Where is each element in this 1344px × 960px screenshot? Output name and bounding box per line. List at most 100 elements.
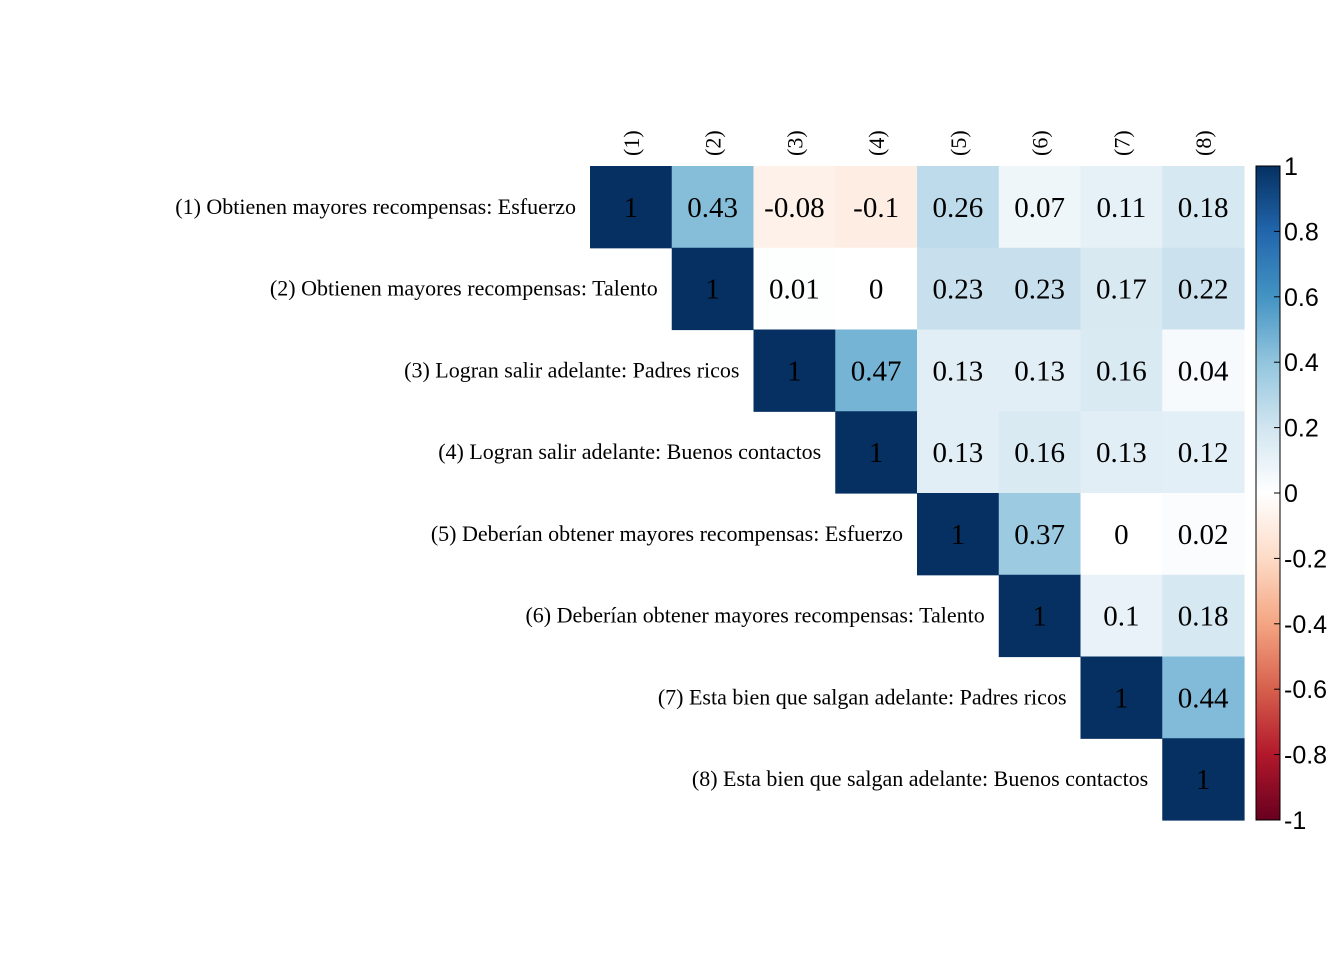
heatmap-cell-r6-c8 bbox=[1162, 574, 1245, 658]
column-label-5: (5) bbox=[946, 130, 971, 156]
heatmap-cell-r3-c5 bbox=[917, 329, 1000, 412]
cell-value-r3-c8: 0.04 bbox=[1178, 355, 1229, 387]
cell-value-r6-c8: 0.18 bbox=[1178, 601, 1229, 633]
cell-value-r1-c5: 0.26 bbox=[933, 192, 984, 224]
cell-value-r3-c6: 0.13 bbox=[1014, 355, 1065, 387]
row-labels: (1) Obtienen mayores recompensas: Esfuer… bbox=[175, 194, 1148, 791]
cell-value-r2-c2: 1 bbox=[705, 274, 720, 306]
heatmap-cell-r2-c8 bbox=[1162, 247, 1245, 331]
heatmap-cell-r2-c7 bbox=[1080, 247, 1163, 331]
cell-value-r2-c3: 0.01 bbox=[769, 274, 820, 306]
cell-value-r3-c5: 0.13 bbox=[933, 355, 984, 387]
color-scale-tick-label: -0.2 bbox=[1284, 545, 1327, 573]
heatmap-cell-r7-c8 bbox=[1162, 656, 1245, 739]
color-scale-tick-label: 0.4 bbox=[1284, 349, 1319, 377]
cell-value-r4-c4: 1 bbox=[869, 437, 884, 469]
heatmap-cell-r1-c2 bbox=[671, 166, 755, 249]
heatmap-cell-r1-c5 bbox=[917, 166, 1000, 249]
heatmap-cell-r7-c7 bbox=[1080, 656, 1163, 739]
heatmap-cell-r3-c6 bbox=[998, 329, 1082, 412]
cell-value-r1-c4: -0.1 bbox=[853, 192, 899, 224]
cell-value-r5-c7: 0 bbox=[1114, 519, 1129, 551]
column-label-4: (4) bbox=[864, 130, 889, 156]
cell-value-r3-c3: 1 bbox=[787, 355, 802, 387]
cell-value-r3-c7: 0.16 bbox=[1096, 355, 1147, 387]
cell-value-r5-c6: 0.37 bbox=[1014, 519, 1065, 551]
heatmap-cell-r4-c8 bbox=[1162, 411, 1245, 494]
cell-value-r2-c8: 0.22 bbox=[1178, 274, 1229, 306]
heatmap-cell-r2-c2 bbox=[671, 247, 755, 331]
heatmap-cell-r6-c7 bbox=[1080, 574, 1163, 658]
cell-value-r6-c6: 1 bbox=[1032, 601, 1047, 633]
row-label-2: (2) Obtienen mayores recompensas: Talent… bbox=[270, 276, 658, 301]
cell-value-r2-c7: 0.17 bbox=[1096, 274, 1147, 306]
cell-value-r1-c1: 1 bbox=[624, 192, 639, 224]
heatmap-cell-r2-c6 bbox=[998, 247, 1082, 331]
cell-value-r5-c5: 1 bbox=[951, 519, 966, 551]
heatmap-cell-r5-c7 bbox=[1080, 493, 1163, 576]
row-label-3: (3) Logran salir adelante: Padres ricos bbox=[404, 357, 739, 382]
cell-value-r2-c4: 0 bbox=[869, 274, 884, 306]
cell-value-r4-c7: 0.13 bbox=[1096, 437, 1147, 469]
cell-value-r4-c8: 0.12 bbox=[1178, 437, 1229, 469]
heatmap-cell-r4-c4 bbox=[835, 411, 918, 494]
heatmap-cell-r8-c8 bbox=[1162, 738, 1245, 821]
heatmap-cell-r4-c7 bbox=[1080, 411, 1163, 494]
heatmap-cell-r4-c6 bbox=[998, 411, 1082, 494]
heatmap-cell-r1-c7 bbox=[1080, 166, 1163, 249]
cell-value-r2-c5: 0.23 bbox=[933, 274, 984, 306]
heatmap-cell-r5-c5 bbox=[917, 493, 1000, 576]
cell-value-r8-c8: 1 bbox=[1196, 764, 1211, 796]
color-scale-tick-label: 1 bbox=[1284, 153, 1298, 181]
heatmap-cell-r5-c6 bbox=[998, 493, 1082, 576]
cell-value-r3-c4: 0.47 bbox=[851, 355, 902, 387]
color-scale-tick-label: -0.8 bbox=[1284, 742, 1327, 770]
cell-value-r1-c7: 0.11 bbox=[1097, 192, 1147, 224]
color-scale-tick-label: 0.6 bbox=[1284, 284, 1319, 312]
heatmap-cell-r4-c5 bbox=[917, 411, 1000, 494]
column-label-7: (7) bbox=[1109, 130, 1134, 156]
column-label-1: (1) bbox=[619, 130, 644, 156]
color-scale-tick-label: 0 bbox=[1284, 480, 1298, 508]
heatmap-cell-labels: 1 0.43 -0.08 -0.1 0.26 0.07 0.11 0.181 0.01 0 0.23… bbox=[624, 192, 1229, 796]
heatmap-cell-r2-c4 bbox=[835, 247, 918, 331]
row-label-7: (7) Esta bien que salgan adelante: Padre… bbox=[658, 684, 1067, 709]
heatmap-cell-r5-c8 bbox=[1162, 493, 1245, 576]
heatmap-cell-r3-c3 bbox=[753, 329, 836, 412]
cell-value-r1-c2: 0.43 bbox=[687, 192, 738, 224]
heatmap-cell-r6-c6 bbox=[998, 574, 1082, 658]
color-scale-tick-label: -0.6 bbox=[1284, 676, 1327, 704]
heatmap-cell-r1-c3 bbox=[753, 166, 836, 249]
row-label-8: (8) Esta bien que salgan adelante: Bueno… bbox=[692, 766, 1148, 791]
column-label-3: (3) bbox=[782, 130, 807, 156]
row-label-1: (1) Obtienen mayores recompensas: Esfuer… bbox=[175, 194, 576, 219]
cell-value-r4-c6: 0.16 bbox=[1014, 437, 1065, 469]
color-scale-tick-label: -0.4 bbox=[1284, 611, 1327, 639]
color-scale-tick-label: 0.2 bbox=[1284, 415, 1319, 443]
heatmap-cells bbox=[590, 166, 1245, 821]
column-label-2: (2) bbox=[701, 130, 726, 156]
column-label-8: (8) bbox=[1191, 130, 1216, 156]
column-label-6: (6) bbox=[1028, 130, 1053, 156]
color-scale-tick-label: 0.8 bbox=[1284, 218, 1319, 246]
heatmap-cell-r1-c1 bbox=[590, 166, 673, 249]
heatmap-cell-r3-c8 bbox=[1162, 329, 1245, 412]
heatmap-cell-r2-c5 bbox=[917, 247, 1000, 331]
heatmap-cell-r3-c7 bbox=[1080, 329, 1163, 412]
heatmap-cell-r3-c4 bbox=[835, 329, 918, 412]
cell-value-r7-c7: 1 bbox=[1114, 682, 1129, 714]
cell-value-r1-c6: 0.07 bbox=[1014, 192, 1065, 224]
row-label-5: (5) Deberían obtener mayores recompensas… bbox=[431, 521, 903, 546]
heatmap-cell-r1-c6 bbox=[998, 166, 1082, 249]
cell-value-r4-c5: 0.13 bbox=[933, 437, 984, 469]
row-label-6: (6) Deberían obtener mayores recompensas… bbox=[525, 603, 984, 628]
cell-value-r6-c7: 0.1 bbox=[1103, 601, 1139, 633]
heatmap-cell-r1-c4 bbox=[835, 166, 918, 249]
color-scale-tick-label: -1 bbox=[1284, 807, 1306, 835]
heatmap-cell-r1-c8 bbox=[1162, 166, 1245, 249]
cell-value-r5-c8: 0.02 bbox=[1178, 519, 1229, 551]
heatmap-cell-r2-c3 bbox=[753, 247, 836, 331]
cell-value-r1-c8: 0.18 bbox=[1178, 192, 1229, 224]
color-legend: 1 0.8 0.6 0.4 0.2 0 -0.2 -0.4 -0.6 -0.8 -1 bbox=[1255, 153, 1327, 835]
